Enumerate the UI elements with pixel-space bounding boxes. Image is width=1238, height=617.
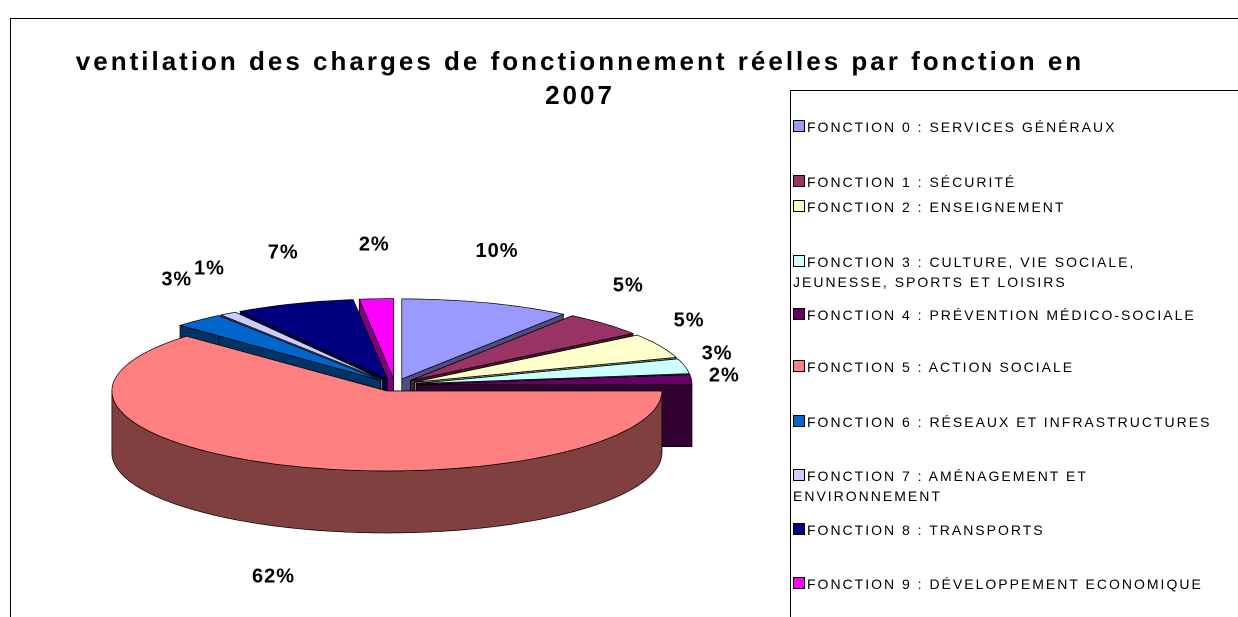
chart-title: ventilation des charges de fonctionnemen… bbox=[75, 46, 1085, 110]
legend-item: FONCTION 7 : AMÉNAGEMENT ET ENVIRONNEMEN… bbox=[793, 466, 1233, 506]
slice bbox=[410, 315, 635, 381]
legend-label: FONCTION 9 : DÉVELOPPEMENT ECONOMIQUE bbox=[807, 576, 1203, 592]
data-label: 1% bbox=[194, 257, 225, 279]
slice bbox=[219, 311, 383, 381]
legend-swatch bbox=[793, 415, 805, 427]
legend-swatch bbox=[793, 120, 805, 132]
legend-label: FONCTION 3 : CULTURE, VIE SOCIALE, JEUNE… bbox=[793, 254, 1136, 290]
slice bbox=[178, 315, 381, 381]
slice bbox=[416, 358, 690, 384]
legend-label: FONCTION 0 : SERVICES GÉNÉRAUX bbox=[807, 119, 1117, 135]
legend-item: FONCTION 1 : SÉCURITÉ bbox=[793, 172, 1233, 192]
legend-item: FONCTION 0 : SERVICES GÉNÉRAUX bbox=[793, 117, 1233, 137]
legend-label: FONCTION 6 : RÉSEAUX ET INFRASTRUCTURES bbox=[807, 414, 1212, 430]
data-label: 3% bbox=[702, 343, 733, 365]
slice bbox=[416, 374, 693, 385]
data-label: 5% bbox=[613, 274, 644, 296]
legend-swatch bbox=[793, 175, 805, 187]
legend-swatch bbox=[793, 255, 805, 267]
slice bbox=[239, 299, 389, 380]
slice bbox=[111, 335, 663, 472]
legend-label: FONCTION 8 : TRANSPORTS bbox=[807, 522, 1045, 538]
chart-frame bbox=[10, 18, 1238, 617]
legend-label: FONCTION 4 : PRÉVENTION MÉDICO-SOCIALE bbox=[807, 307, 1196, 323]
slice bbox=[414, 334, 677, 383]
legend-item: FONCTION 4 : PRÉVENTION MÉDICO-SOCIALE bbox=[793, 305, 1233, 325]
data-label: 3% bbox=[161, 268, 192, 290]
data-label: 2% bbox=[359, 234, 390, 256]
legend-swatch bbox=[793, 469, 805, 481]
legend-label: FONCTION 5 : ACTION SOCIALE bbox=[807, 359, 1075, 375]
legend-swatch bbox=[793, 577, 805, 589]
legend: FONCTION 0 : SERVICES GÉNÉRAUX FONCTION 1… bbox=[790, 90, 1238, 617]
data-label: 62% bbox=[252, 565, 295, 587]
legend-swatch bbox=[793, 360, 805, 372]
legend-item: FONCTION 8 : TRANSPORTS bbox=[793, 520, 1233, 540]
data-label: 7% bbox=[268, 242, 299, 264]
legend-item: FONCTION 2 : ENSEIGNEMENT bbox=[793, 197, 1233, 217]
legend-label: FONCTION 7 : AMÉNAGEMENT ET ENVIRONNEMEN… bbox=[793, 468, 1088, 504]
legend-swatch bbox=[793, 308, 805, 320]
legend-label: FONCTION 1 : SÉCURITÉ bbox=[807, 174, 1017, 190]
legend-item: FONCTION 5 : ACTION SOCIALE bbox=[793, 357, 1233, 377]
legend-swatch bbox=[793, 523, 805, 535]
data-label: 10% bbox=[475, 240, 518, 262]
legend-label: FONCTION 2 : ENSEIGNEMENT bbox=[807, 199, 1066, 215]
data-label: 2% bbox=[709, 364, 740, 386]
legend-item: FONCTION 9 : DÉVELOPPEMENT ECONOMIQUE bbox=[793, 574, 1233, 594]
slice bbox=[358, 298, 394, 379]
slice bbox=[401, 298, 565, 380]
legend-item: FONCTION 6 : RÉSEAUX ET INFRASTRUCTURES bbox=[793, 412, 1233, 432]
legend-swatch bbox=[793, 200, 805, 212]
data-label: 5% bbox=[674, 310, 705, 332]
legend-item: FONCTION 3 : CULTURE, VIE SOCIALE, JEUNE… bbox=[793, 252, 1233, 292]
